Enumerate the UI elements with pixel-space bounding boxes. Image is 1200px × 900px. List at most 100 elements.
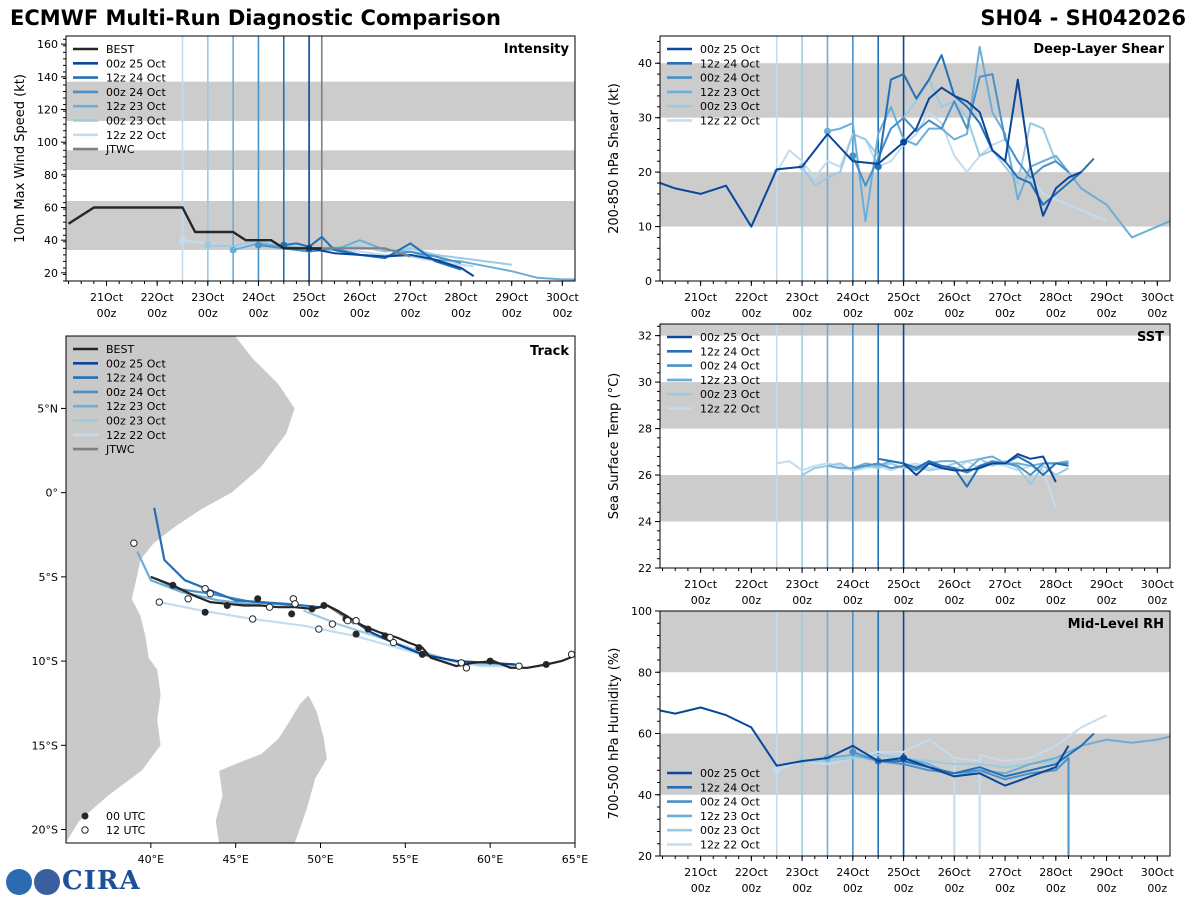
shear-xtick-sublabel: 00z bbox=[995, 307, 1015, 320]
intensity-ytick-label: 100 bbox=[37, 136, 58, 149]
intensity-init-marker-0 bbox=[178, 236, 186, 244]
intensity-xtick-sublabel: 00z bbox=[97, 307, 117, 320]
sst-legend-label: 00z 23 Oct bbox=[700, 388, 760, 401]
sst-xtick-label: 29Oct bbox=[1090, 578, 1124, 591]
intensity-legend-label: JTWC bbox=[105, 143, 135, 156]
shear-xtick-sublabel: 00z bbox=[792, 307, 812, 320]
shear-xtick-sublabel: 00z bbox=[691, 307, 711, 320]
intensity-ytick-label: 140 bbox=[37, 71, 58, 84]
track-marker-12utc bbox=[386, 633, 394, 642]
track-ytick-label: 20°S bbox=[32, 824, 58, 837]
rh-xtick-label: 26Oct bbox=[938, 866, 972, 879]
track-marker-12utc bbox=[328, 620, 337, 628]
track-xtick-label: 60°E bbox=[477, 853, 503, 866]
sst-series-00z-23-oct bbox=[801, 457, 1069, 486]
intensity-xtick-sublabel: 00z bbox=[249, 307, 269, 320]
shear-xtick-sublabel: 00z bbox=[1147, 307, 1167, 320]
track-marker-00utc bbox=[352, 630, 360, 638]
sst-band-0 bbox=[660, 475, 1170, 522]
shear-ytick-label: 10 bbox=[638, 221, 652, 234]
shear-band-1 bbox=[660, 63, 1170, 118]
track-ytick-label: 15°S bbox=[32, 739, 58, 752]
sst-xtick-label: 27Oct bbox=[989, 578, 1023, 591]
shear-xtick-label: 25Oct bbox=[887, 291, 921, 304]
rh-xtick-label: 28Oct bbox=[1039, 866, 1073, 879]
intensity-xtick-label: 22Oct bbox=[141, 291, 175, 304]
track-legend-label: 12z 24 Oct bbox=[106, 372, 166, 385]
shear-legend-label: 00z 25 Oct bbox=[700, 43, 760, 56]
shear-band-0 bbox=[660, 172, 1170, 227]
intensity-init-marker-3 bbox=[254, 241, 262, 249]
intensity-band-0 bbox=[66, 200, 575, 250]
intensity-xtick-sublabel: 00z bbox=[502, 307, 522, 320]
intensity-legend-label: 00z 25 Oct bbox=[106, 57, 166, 70]
intensity-legend-label: BEST bbox=[106, 43, 134, 56]
track-legend-label: 12z 23 Oct bbox=[106, 400, 166, 413]
sst-ytick-label: 30 bbox=[638, 376, 652, 389]
intensity-series-12z-24-oct bbox=[283, 235, 462, 271]
track-legend-label: 00z 24 Oct bbox=[106, 386, 166, 399]
intensity-frame bbox=[65, 35, 576, 282]
shear-ytick-label: 40 bbox=[638, 57, 652, 70]
track-marker-00utc bbox=[418, 650, 426, 658]
track-marker-00utc bbox=[320, 602, 328, 610]
rh-xtick-label: 30Oct bbox=[1141, 866, 1175, 879]
shear-xtick-label: 24Oct bbox=[836, 291, 870, 304]
track-marker-12utc bbox=[315, 625, 323, 633]
shear-init-marker-2 bbox=[823, 127, 831, 135]
track-marker-12utc bbox=[352, 616, 360, 625]
sst-xtick-label: 28Oct bbox=[1039, 578, 1073, 591]
intensity-ytick-label: 120 bbox=[37, 104, 58, 117]
intensity-xtick-label: 30Oct bbox=[546, 291, 580, 304]
sst-frame bbox=[659, 323, 1171, 569]
track-legend-00utc-label: 00 UTC bbox=[106, 810, 146, 823]
sst-series-12z-22-oct bbox=[776, 460, 1057, 508]
rh-xtick-label: 29Oct bbox=[1090, 866, 1124, 879]
track-marker-12utc bbox=[343, 616, 352, 625]
intensity-xtick-label: 26Oct bbox=[343, 291, 377, 304]
cira-logo: CIRA bbox=[6, 866, 141, 896]
sst-ytick-label: 32 bbox=[638, 330, 652, 343]
track-marker-00utc bbox=[542, 660, 550, 668]
intensity-ytick-label: 20 bbox=[44, 267, 58, 280]
madagascar-landmass bbox=[214, 694, 328, 843]
track-legend-00utc-marker bbox=[81, 812, 89, 820]
rh-xtick-sublabel: 00z bbox=[1147, 882, 1167, 895]
rh-xtick-sublabel: 00z bbox=[741, 882, 761, 895]
track-legend-label: JTWC bbox=[105, 443, 135, 456]
shear-xtick-sublabel: 00z bbox=[843, 307, 863, 320]
rh-ytick-label: 100 bbox=[631, 605, 652, 618]
intensity-ytick-label: 60 bbox=[44, 202, 58, 215]
track-series-12z-23-oct bbox=[136, 551, 262, 607]
track-legend-label: 12z 22 Oct bbox=[106, 429, 166, 442]
intensity-series-00z-25-oct bbox=[308, 247, 475, 277]
rh-init-marker-0 bbox=[773, 766, 781, 774]
track-marker-00utc bbox=[308, 605, 316, 613]
intensity-xtick-label: 28Oct bbox=[445, 291, 479, 304]
intensity-xtick-sublabel: 00z bbox=[299, 307, 319, 320]
sst-xtick-sublabel: 00z bbox=[741, 594, 761, 607]
shear-xtick-label: 21Oct bbox=[684, 291, 718, 304]
track-xtick-label: 65°E bbox=[562, 853, 588, 866]
intensity-xtick-label: 27Oct bbox=[394, 291, 428, 304]
intensity-xtick-sublabel: 00z bbox=[552, 307, 572, 320]
rh-xtick-label: 27Oct bbox=[989, 866, 1023, 879]
track-marker-12utc bbox=[155, 598, 164, 606]
rh-xtick-label: 21Oct bbox=[684, 866, 718, 879]
shear-init-marker-3 bbox=[849, 152, 857, 160]
rh-legend-label: 00z 23 Oct bbox=[700, 824, 760, 837]
shear-frame bbox=[659, 35, 1171, 282]
intensity-panel: 20 40 60 80 100 120 140 160 21Oct 00z 22Oct 00z 23Oc… bbox=[13, 35, 580, 320]
rh-init-marker-3 bbox=[849, 748, 857, 756]
shear-ytick-label: 20 bbox=[638, 166, 652, 179]
rh-series-00z-24-oct bbox=[852, 750, 1070, 856]
track-legend-label: 00z 23 Oct bbox=[106, 415, 166, 428]
sst-legend-label: 00z 25 Oct bbox=[700, 331, 760, 344]
shear-legend-label: 12z 24 Oct bbox=[700, 57, 760, 70]
track-xtick-label: 45°E bbox=[222, 853, 248, 866]
shear-legend-label: 12z 22 Oct bbox=[700, 115, 760, 128]
sst-xtick-label: 21Oct bbox=[684, 578, 718, 591]
intensity-init-marker-1 bbox=[204, 241, 212, 249]
track-xtick-label: 40°E bbox=[138, 853, 164, 866]
